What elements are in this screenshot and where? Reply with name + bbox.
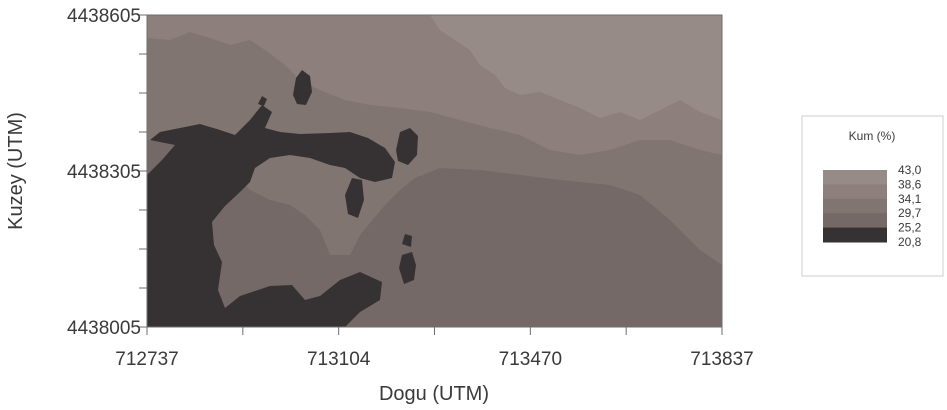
contour-region-38-6-43-0: [430, 15, 722, 120]
contour-patch-south-east: [399, 252, 416, 284]
legend-swatch: [823, 170, 887, 185]
y-tick-label: 4438605: [67, 6, 141, 27]
contour-patch-north: [293, 70, 312, 105]
plot-area: [147, 15, 722, 327]
x-axis-title: Dogu (UTM): [379, 383, 489, 405]
x-tick-label: 713104: [307, 349, 371, 370]
x-tick-label: 713470: [499, 349, 562, 370]
x-axis: 712737 713104 713470 713837: [115, 327, 754, 370]
contour-patch-center: [345, 178, 364, 218]
legend-level-label: 29,7: [898, 206, 922, 220]
y-tick-label: 4438005: [67, 318, 141, 339]
y-axis: 4438005 4438305 4438605: [67, 6, 147, 339]
contour-patch-center-east: [396, 128, 418, 165]
y-axis-title: Kuzey (UTM): [5, 112, 27, 230]
legend-swatch: [823, 184, 887, 200]
legend-level-label: 43,0: [898, 163, 922, 177]
legend-level-label: 34,1: [898, 192, 922, 206]
legend-swatch: [823, 213, 887, 229]
legend-level-label: 20,8: [898, 235, 922, 249]
x-tick-label: 712737: [115, 349, 178, 370]
legend: Kum (%) 43,038,634,129,725,220,8: [801, 115, 944, 277]
y-tick-label: 4438305: [67, 162, 141, 183]
legend-swatch: [823, 198, 887, 214]
legend-level-label: 25,2: [898, 221, 922, 235]
legend-swatch: [823, 227, 887, 243]
contour-patch-south-east-small: [402, 234, 412, 247]
contour-region-20-8-25-2: [147, 105, 395, 327]
legend-level-label: 38,6: [898, 177, 922, 191]
contour-patch-tiny-north: [258, 96, 267, 106]
legend-title: Kum (%): [849, 129, 896, 143]
x-tick-label: 713837: [690, 349, 753, 370]
